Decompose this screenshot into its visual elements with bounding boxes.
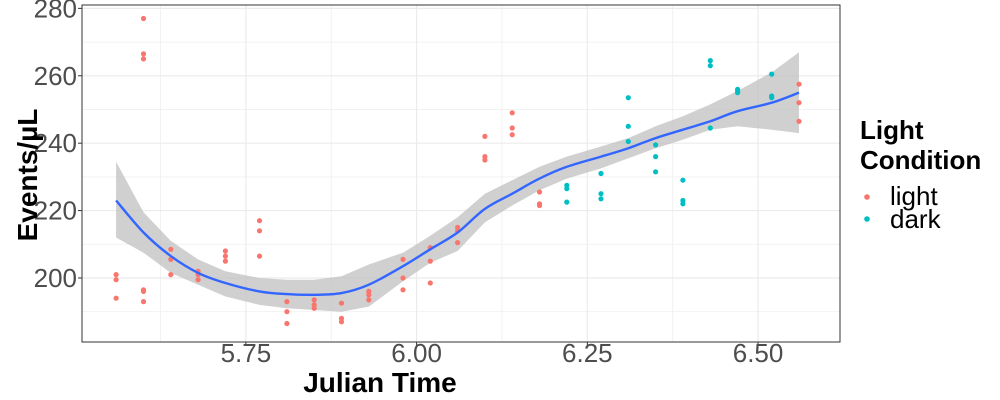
data-point-dark [707, 125, 713, 131]
data-point-light [509, 110, 515, 116]
data-point-dark [625, 123, 631, 129]
data-point-light [140, 288, 147, 294]
data-point-light [256, 253, 263, 259]
data-point-light [796, 100, 802, 106]
data-point-light [338, 300, 345, 306]
y-tick-label: 280 [34, 0, 77, 23]
x-tick-label: 6.50 [733, 338, 784, 368]
data-point-light [140, 15, 147, 22]
data-point-light [222, 258, 228, 264]
y-axis-ticks: 200 220 240 260 280 [34, 0, 82, 293]
data-point-light [140, 51, 147, 57]
data-point-dark [707, 63, 713, 69]
data-point-light [366, 292, 372, 298]
x-axis-title: Julian Time [303, 367, 457, 398]
data-point-light [222, 253, 228, 259]
data-point-dark [598, 191, 604, 197]
panel-background [82, 5, 840, 342]
data-point-light [222, 248, 228, 254]
smooth-trend-line [115, 91, 800, 297]
x-tick-label: 5.75 [221, 338, 272, 368]
data-point-light [256, 218, 263, 224]
y-tick-label: 220 [34, 196, 77, 226]
data-point-light [168, 246, 174, 252]
data-point-light [509, 132, 515, 138]
legend-label-light: light [890, 181, 938, 211]
legend-title-line-1: Light [860, 115, 924, 145]
data-point-light [284, 320, 290, 327]
data-point-dark [625, 95, 631, 101]
data-point-light [284, 299, 290, 305]
data-point-light [536, 202, 543, 209]
data-point-light [400, 287, 406, 293]
data-points-layer [113, 15, 802, 327]
data-point-dark [735, 90, 741, 96]
data-point-dark [598, 170, 604, 177]
data-point-light [311, 297, 317, 303]
data-point-light [140, 299, 147, 305]
data-point-dark [680, 201, 686, 207]
y-tick-label: 240 [34, 128, 77, 158]
data-point-light [400, 256, 406, 262]
x-tick-label: 6.00 [391, 338, 442, 368]
smooth-line-layer [115, 91, 800, 297]
y-axis-title: Events/µL [12, 109, 43, 242]
data-point-dark [653, 154, 659, 160]
data-point-dark [653, 169, 659, 175]
data-point-light [168, 272, 174, 278]
data-point-light [427, 258, 433, 264]
data-point-light [256, 228, 263, 234]
x-axis-ticks: 5.75 6.00 6.25 6.50 [221, 338, 784, 368]
legend: Light Condition light dark [860, 115, 981, 234]
data-point-light [366, 297, 372, 303]
y-tick-label: 260 [34, 61, 77, 91]
data-point-light [796, 81, 802, 87]
data-point-light [796, 118, 802, 124]
data-point-light [113, 277, 119, 283]
data-point-dark [564, 199, 570, 205]
data-point-light [400, 275, 406, 281]
data-point-dark [625, 138, 631, 145]
data-point-dark [707, 58, 713, 64]
data-point-light [284, 309, 290, 315]
data-point-light [195, 277, 201, 283]
legend-title-line-2: Condition [860, 145, 981, 175]
data-point-dark [653, 142, 659, 148]
data-point-dark [769, 71, 775, 77]
data-point-light [482, 157, 488, 163]
data-point-light [311, 305, 317, 311]
y-tick-label: 200 [34, 263, 77, 293]
data-point-light [113, 295, 119, 301]
panel-border [81, 4, 841, 343]
data-point-light [427, 280, 433, 286]
data-point-light [338, 319, 345, 325]
data-point-dark [769, 95, 775, 101]
data-point-light [536, 189, 543, 195]
plot-panel [81, 4, 841, 343]
data-point-dark [564, 186, 570, 192]
legend-key-light [864, 194, 870, 200]
legend-label-dark: dark [890, 204, 942, 234]
data-point-light [482, 133, 488, 139]
x-tick-label: 6.25 [562, 338, 613, 368]
data-point-light [113, 272, 119, 278]
data-point-light [509, 125, 515, 131]
data-point-light [455, 240, 461, 246]
data-point-dark [598, 196, 604, 202]
data-point-light [140, 56, 147, 62]
legend-key-dark [864, 216, 870, 222]
data-point-dark [680, 177, 686, 183]
